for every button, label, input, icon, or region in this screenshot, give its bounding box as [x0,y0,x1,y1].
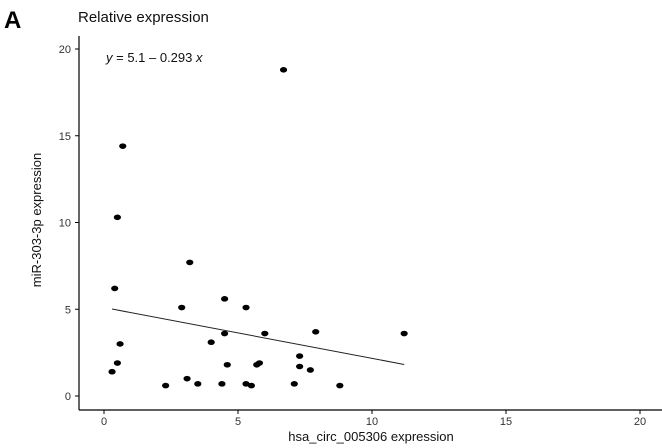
axes [78,36,662,411]
data-point [312,329,320,335]
x-axis-label: hsa_circ_005306 expression [288,429,454,444]
chart-title: Relative expression [78,9,209,26]
data-point [400,330,408,337]
data-point [296,353,304,359]
panel-label: A [4,7,21,34]
equation-x: x [195,50,203,65]
y-tick-label: 10 [59,218,71,230]
data-point [223,361,231,368]
data-point [207,339,215,346]
data-point [186,259,194,266]
data-points [108,67,408,389]
x-axis-ticks: 0 5 10 15 20 [101,410,646,428]
data-point [183,375,191,382]
data-point [221,296,229,302]
data-point [162,382,170,389]
x-tick-label: 0 [101,416,107,428]
data-point [218,381,226,387]
x-tick-label: 5 [235,416,241,428]
data-point [119,143,127,149]
y-tick-label: 15 [59,131,71,143]
x-tick-label: 10 [366,416,378,428]
data-point [306,367,314,373]
data-point [253,361,261,368]
regression-line [111,308,405,365]
data-point [279,67,288,73]
data-point [178,304,186,311]
x-tick-label: 15 [500,416,512,428]
equation-y: y [105,50,114,65]
data-point [116,341,124,347]
data-point [296,363,304,370]
data-point [290,381,298,387]
data-point [113,214,121,221]
data-point [261,330,269,337]
equation-body: = 5.1 – 0.293 [113,50,196,65]
x-tick-label: 20 [634,416,646,428]
data-point [113,360,121,366]
data-point [108,368,116,375]
data-point [111,285,119,292]
y-tick-label: 5 [65,304,71,316]
y-axis-label: miR-303-3p expression [29,153,44,287]
regression-equation: y = 5.1 – 0.293 x [105,50,203,65]
data-point [194,381,202,387]
y-tick-label: 20 [59,44,71,56]
y-axis-ticks: 0 5 10 15 20 [59,44,79,403]
data-point [242,304,250,311]
data-point [221,330,229,337]
data-point [247,382,255,389]
data-point [336,382,344,389]
y-tick-label: 0 [65,391,71,403]
